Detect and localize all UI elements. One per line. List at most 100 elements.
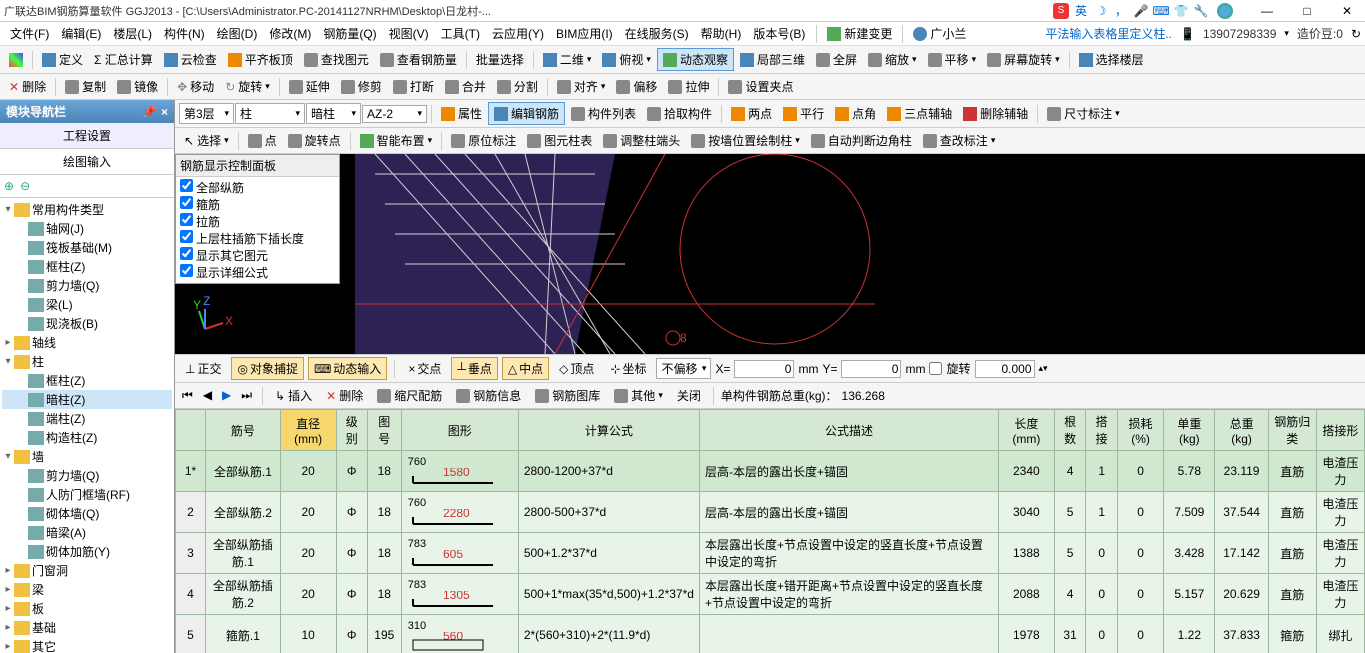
member-tree[interactable]: ▾常用构件类型轴网(J)筏板基础(M)框柱(Z)剪力墙(Q)梁(L)现浇板(B)… (0, 198, 174, 653)
ime-tool-icon[interactable]: 🔧 (1193, 3, 1209, 19)
batch-select-button[interactable]: 批量选择 (471, 49, 529, 70)
props-button[interactable]: 属性 (436, 103, 487, 124)
grid-rebarinfo-button[interactable]: 钢筋信息 (451, 385, 526, 406)
smart-layout-button[interactable]: 智能布置▾ (355, 130, 438, 151)
delete-button[interactable]: ✕删除 (4, 76, 51, 97)
tree-node[interactable]: 暗梁(A) (2, 523, 172, 542)
column-header[interactable]: 筋号 (206, 410, 281, 451)
ime-lang-icon[interactable]: 英 (1073, 3, 1089, 19)
move-button[interactable]: ✥移动 (172, 76, 219, 97)
tree-node[interactable]: ▸其它 (2, 637, 172, 653)
menu-item[interactable]: 帮助(H) (695, 25, 748, 43)
tree-node[interactable]: ▸轴线 (2, 333, 172, 352)
tree-node[interactable]: ▸板 (2, 599, 172, 618)
define-button[interactable]: 定义 (37, 49, 88, 70)
mid-snap[interactable]: △中点 (502, 357, 549, 380)
perp-snap[interactable]: ┴垂点 (451, 357, 498, 380)
point-angle-button[interactable]: 点角 (830, 103, 881, 124)
orig-label-button[interactable]: 原位标注 (446, 130, 521, 151)
menu-item[interactable]: 编辑(E) (55, 25, 107, 43)
menu-item[interactable]: 视图(V) (383, 25, 435, 43)
tree-node[interactable]: ▾柱 (2, 352, 172, 371)
tree-node[interactable]: 框柱(Z) (2, 257, 172, 276)
column-header[interactable]: 级别 (336, 410, 367, 451)
menu-item[interactable]: BIM应用(I) (550, 25, 619, 43)
y-input[interactable] (841, 360, 901, 378)
tree-node[interactable]: 砌体墙(Q) (2, 504, 172, 523)
member-dropdown[interactable]: AZ-2 (362, 105, 427, 123)
column-header[interactable]: 损耗(%) (1117, 410, 1163, 451)
pan-button[interactable]: 平移▾ (923, 49, 982, 70)
display-option[interactable]: 显示其它图元 (180, 247, 335, 264)
rotate-button[interactable]: ↻旋转▾ (220, 76, 275, 97)
tree-node[interactable]: ▸基础 (2, 618, 172, 637)
viewport-3d[interactable]: 8 X Y Z 钢筋显示控制面板 全部纵筋箍筋拉筋上层柱插筋下插长度显示其它图元… (175, 154, 1365, 354)
table-row[interactable]: 3全部纵筋插筋.120Φ18783 605500+1.2*37*d本层露出长度+… (176, 533, 1365, 574)
tree-node[interactable]: ▸梁 (2, 580, 172, 599)
flat-slab-button[interactable]: 平齐板顶 (223, 49, 298, 70)
tree-node[interactable]: 暗柱(Z) (2, 390, 172, 409)
maximize-button[interactable]: □ (1293, 4, 1321, 18)
delete-aux-button[interactable]: 删除辅轴 (958, 103, 1033, 124)
ime-keyboard-icon[interactable]: ⌨ (1153, 3, 1169, 19)
ime-skin-icon[interactable]: 👕 (1173, 3, 1189, 19)
zoom-button[interactable]: 缩放▾ (863, 49, 922, 70)
ime-moon-icon[interactable]: ☽ (1093, 3, 1109, 19)
table-row[interactable]: 2全部纵筋.220Φ18760 22802800-500+37*d层高-本层的露… (176, 492, 1365, 533)
menu-item[interactable]: 修改(M) (263, 25, 317, 43)
table-row[interactable]: 4全部纵筋插筋.220Φ18783 1305500+1*max(35*d,500… (176, 574, 1365, 615)
tree-node[interactable]: 梁(L) (2, 295, 172, 314)
column-header[interactable]: 总重(kg) (1215, 410, 1268, 451)
menu-item[interactable]: 在线服务(S) (619, 25, 695, 43)
view-3d-button[interactable]: 俯视▾ (597, 49, 656, 70)
collapse-all-icon[interactable]: ⊖ (20, 179, 30, 193)
close-button[interactable]: ✕ (1333, 4, 1361, 18)
dim-label-button[interactable]: 尺寸标注▾ (1042, 103, 1125, 124)
column-header[interactable]: 根数 (1054, 410, 1086, 451)
offset-mode-dropdown[interactable]: 不偏移 (656, 358, 711, 379)
grid-close-button[interactable]: 关闭 (672, 385, 706, 406)
tree-node[interactable]: 框柱(Z) (2, 371, 172, 390)
column-header[interactable]: 单重(kg) (1164, 410, 1215, 451)
screen-rotate-button[interactable]: 屏幕旋转▾ (982, 49, 1065, 70)
display-option[interactable]: 上层柱插筋下插长度 (180, 230, 335, 247)
tree-node[interactable]: 砌体加筋(Y) (2, 542, 172, 561)
member-list-button[interactable]: 构件列表 (566, 103, 641, 124)
tree-node[interactable]: ▸门窗洞 (2, 561, 172, 580)
rotate-input[interactable] (975, 360, 1035, 378)
column-header[interactable]: 长度(mm) (998, 410, 1054, 451)
find-graph-button[interactable]: 查找图元 (299, 49, 374, 70)
point-tool-button[interactable]: 点 (243, 130, 282, 151)
select-tool-button[interactable]: ↖选择▾ (179, 130, 234, 151)
tree-node[interactable]: ▾常用构件类型 (2, 200, 172, 219)
rebar-display-panel[interactable]: 钢筋显示控制面板 全部纵筋箍筋拉筋上层柱插筋下插长度显示其它图元显示详细公式 (175, 154, 340, 284)
display-option[interactable]: 显示详细公式 (180, 264, 335, 281)
tree-node[interactable]: 人防门框墙(RF) (2, 485, 172, 504)
menu-item[interactable]: 文件(F) (4, 25, 55, 43)
view-rebar-button[interactable]: 查看钢筋量 (375, 49, 462, 70)
grid-rebarlib-button[interactable]: 钢筋图库 (530, 385, 605, 406)
menu-item[interactable]: 云应用(Y) (486, 25, 550, 43)
column-header[interactable]: 公式描述 (699, 410, 998, 451)
floor-dropdown[interactable]: 第3层 (179, 103, 234, 124)
menu-item[interactable]: 楼层(L) (107, 25, 158, 43)
tab-project-settings[interactable]: 工程设置 (0, 123, 174, 149)
coord-snap[interactable]: ⊹坐标 (604, 357, 652, 380)
sidebar-close-icon[interactable]: × (161, 105, 168, 119)
local-3d-button[interactable]: 局部三维 (735, 49, 810, 70)
intersect-snap[interactable]: ×交点 (402, 357, 447, 380)
grid-insert-button[interactable]: ↳插入 (270, 385, 317, 406)
menu-item[interactable]: 版本号(B) (747, 25, 811, 43)
menu-item[interactable]: 构件(N) (158, 25, 211, 43)
table-row[interactable]: 5箍筋.110Φ195310 5602*(560+310)+2*(11.9*d)… (176, 615, 1365, 653)
nav-first-icon[interactable]: ⏮ (179, 388, 196, 403)
offset-button[interactable]: 偏移 (611, 76, 662, 97)
x-input[interactable] (734, 360, 794, 378)
rebar-grid[interactable]: 筋号直径(mm)级别图号图形计算公式公式描述长度(mm)根数搭接损耗(%)单重(… (175, 409, 1365, 653)
extend-button[interactable]: 延伸 (284, 76, 335, 97)
dynamic-view-button[interactable]: 动态观察 (657, 48, 734, 71)
grid-other-button[interactable]: 其他▾ (609, 385, 668, 406)
view-2d-button[interactable]: 二维▾ (538, 49, 597, 70)
select-floor-button[interactable]: 选择楼层 (1074, 49, 1149, 70)
nav-next-icon[interactable]: ▶ (219, 388, 234, 403)
